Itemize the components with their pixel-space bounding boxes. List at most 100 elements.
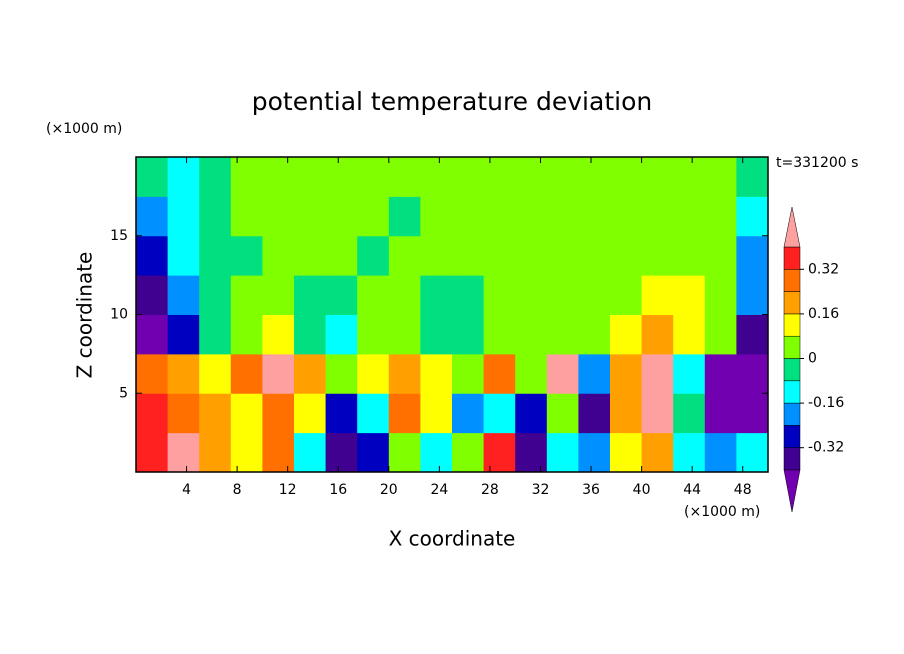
contour-cell [420,432,453,473]
contour-cell [610,235,643,276]
colorbar-tick-label: -0.32 [808,440,844,456]
contour-cell [673,353,706,394]
contour-cell [736,196,769,237]
contour-cell [294,157,327,197]
contour-cell [136,314,169,355]
contour-cell [325,393,358,434]
contour-cell [294,196,327,237]
contour-cell [578,432,611,473]
contour-cell [167,157,200,197]
contour-cell [199,157,232,197]
contour-cell [357,393,390,434]
contour-cell [167,235,200,276]
contour-cell [136,393,169,434]
contour-cell [230,235,263,276]
x-tick-label: 12 [279,482,297,498]
contour-cell [546,393,579,434]
contour-cell [546,157,579,197]
contour-cell [420,275,453,315]
colorbar-band [783,358,801,382]
contour-cell [483,275,516,315]
contour-cell [610,157,643,197]
contour-cell [673,314,706,355]
contour-cell [610,432,643,473]
contour-cell [641,432,674,473]
x-tick-label: 36 [582,482,600,498]
contour-cell [610,275,643,315]
colorbar-band [783,380,801,404]
contour-cell [199,196,232,237]
x-tick-label: 20 [380,482,398,498]
colorbar-band [783,402,801,426]
contour-cell [294,314,327,355]
contour-cell [704,157,737,197]
contour-cell [452,353,485,394]
contour-cell [388,157,421,197]
contour-cell [294,353,327,394]
contour-cell [357,432,390,473]
x-tick-label: 4 [182,482,191,498]
colorbar-tick-label: -0.16 [808,395,844,411]
contour-cell [704,235,737,276]
contour-cell [704,314,737,355]
contour-cell [325,275,358,315]
colorbar-band [783,269,801,292]
contour-cell [578,196,611,237]
contour-cell [294,393,327,434]
contour-cell [578,314,611,355]
contour-cell [167,314,200,355]
contour-cell [515,275,548,315]
contour-cell [641,157,674,197]
contour-cell [704,432,737,473]
colorbar-band [783,291,801,315]
contour-cell [641,235,674,276]
x-tick-label: 28 [481,482,499,498]
contour-cell [610,353,643,394]
contour-cell [294,235,327,276]
contour-cell [515,196,548,237]
x-tick-label: 48 [734,482,752,498]
contour-cell [641,393,674,434]
contour-cell [641,275,674,315]
colorbar-band [783,246,801,270]
contour-cell [452,275,485,315]
contour-cell [483,314,516,355]
y-tick-label: 15 [110,228,128,244]
x-tick-label: 32 [532,482,550,498]
contour-cell [262,314,295,355]
contour-cell [641,314,674,355]
contour-cell [420,314,453,355]
contour-cell [230,314,263,355]
contour-cell [736,432,769,473]
contour-cell [641,353,674,394]
x-tick-label: 44 [683,482,701,498]
contour-cell [230,275,263,315]
contour-cell [357,235,390,276]
contour-cell [388,353,421,394]
contour-cell [452,235,485,276]
contour-cell [736,353,769,394]
contour-cell [262,157,295,197]
contour-cell [357,196,390,237]
contour-cell [357,275,390,315]
contour-cell [388,196,421,237]
colorbar-extend-top [783,206,801,248]
contour-cell [262,353,295,394]
contour-cell [546,314,579,355]
contour-cell [673,196,706,237]
y-tick-label: 5 [119,385,128,401]
contour-cell [136,235,169,276]
y-unit-label: (×1000 m) [46,121,122,137]
contour-cell [704,196,737,237]
contour-cell [420,196,453,237]
contour-cell [610,393,643,434]
colorbar-band [783,425,801,448]
contour-cell [230,196,263,237]
contour-cell [483,235,516,276]
colorbar-tick-label: 0.32 [808,261,839,277]
contour-cell [262,393,295,434]
contour-cell [546,235,579,276]
contour-cell [230,393,263,434]
colorbar-band [783,313,801,337]
contour-cell [388,235,421,276]
